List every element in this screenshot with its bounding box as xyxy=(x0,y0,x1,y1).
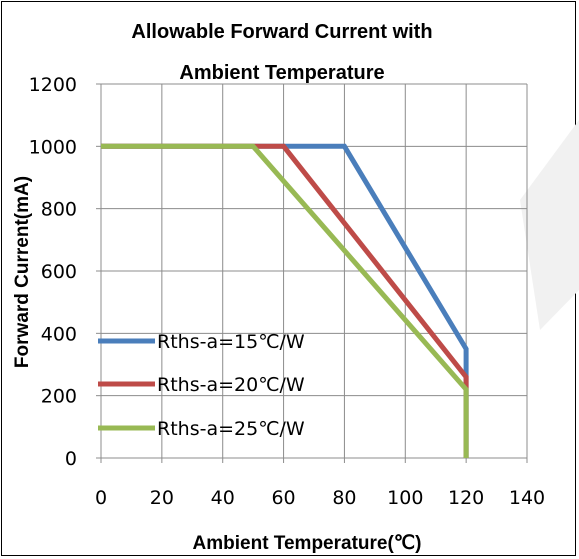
axes xyxy=(96,83,528,463)
series-lines xyxy=(101,143,469,458)
x-tick-label: 60 xyxy=(271,487,295,509)
y-tick-label: 0 xyxy=(65,448,77,470)
legend-label: Rths-a=15℃/W xyxy=(157,331,305,353)
y-tick-label: 200 xyxy=(41,386,77,408)
x-tick-label: 0 xyxy=(95,487,107,509)
legend-label: Rths-a=25℃/W xyxy=(157,418,305,440)
legend-label: Rths-a=20℃/W xyxy=(157,374,305,396)
y-axis-title: Forward Current(mA) xyxy=(12,176,33,368)
chart-title-line-1: Allowable Forward Current with xyxy=(131,21,432,43)
y-tick-label: 400 xyxy=(41,323,77,345)
x-tick-label: 40 xyxy=(211,487,235,509)
tick-labels: 0 20 40 60 80 100 120 140 0 200 400 600 800 1000 1200 xyxy=(29,74,545,509)
y-tick-label: 1000 xyxy=(29,136,77,158)
watermark-shape xyxy=(520,120,579,330)
x-tick-label: 100 xyxy=(387,487,423,509)
grid xyxy=(101,83,528,458)
x-tick-label: 120 xyxy=(448,487,484,509)
y-tick-label: 800 xyxy=(41,199,77,221)
series-line-3 xyxy=(101,143,469,458)
x-tick-label: 20 xyxy=(150,487,174,509)
x-tick-label: 80 xyxy=(332,487,356,509)
y-tick-label: 1200 xyxy=(29,74,77,96)
y-tick-label: 600 xyxy=(41,261,77,283)
chart-title-line-2: Ambient Temperature xyxy=(179,62,384,84)
x-tick-label: 140 xyxy=(509,487,545,509)
legend: Rths-a=15℃/W Rths-a=20℃/W Rths-a=25℃/W xyxy=(98,331,305,440)
x-axis-title: Ambient Temperature(℃) xyxy=(193,533,422,554)
